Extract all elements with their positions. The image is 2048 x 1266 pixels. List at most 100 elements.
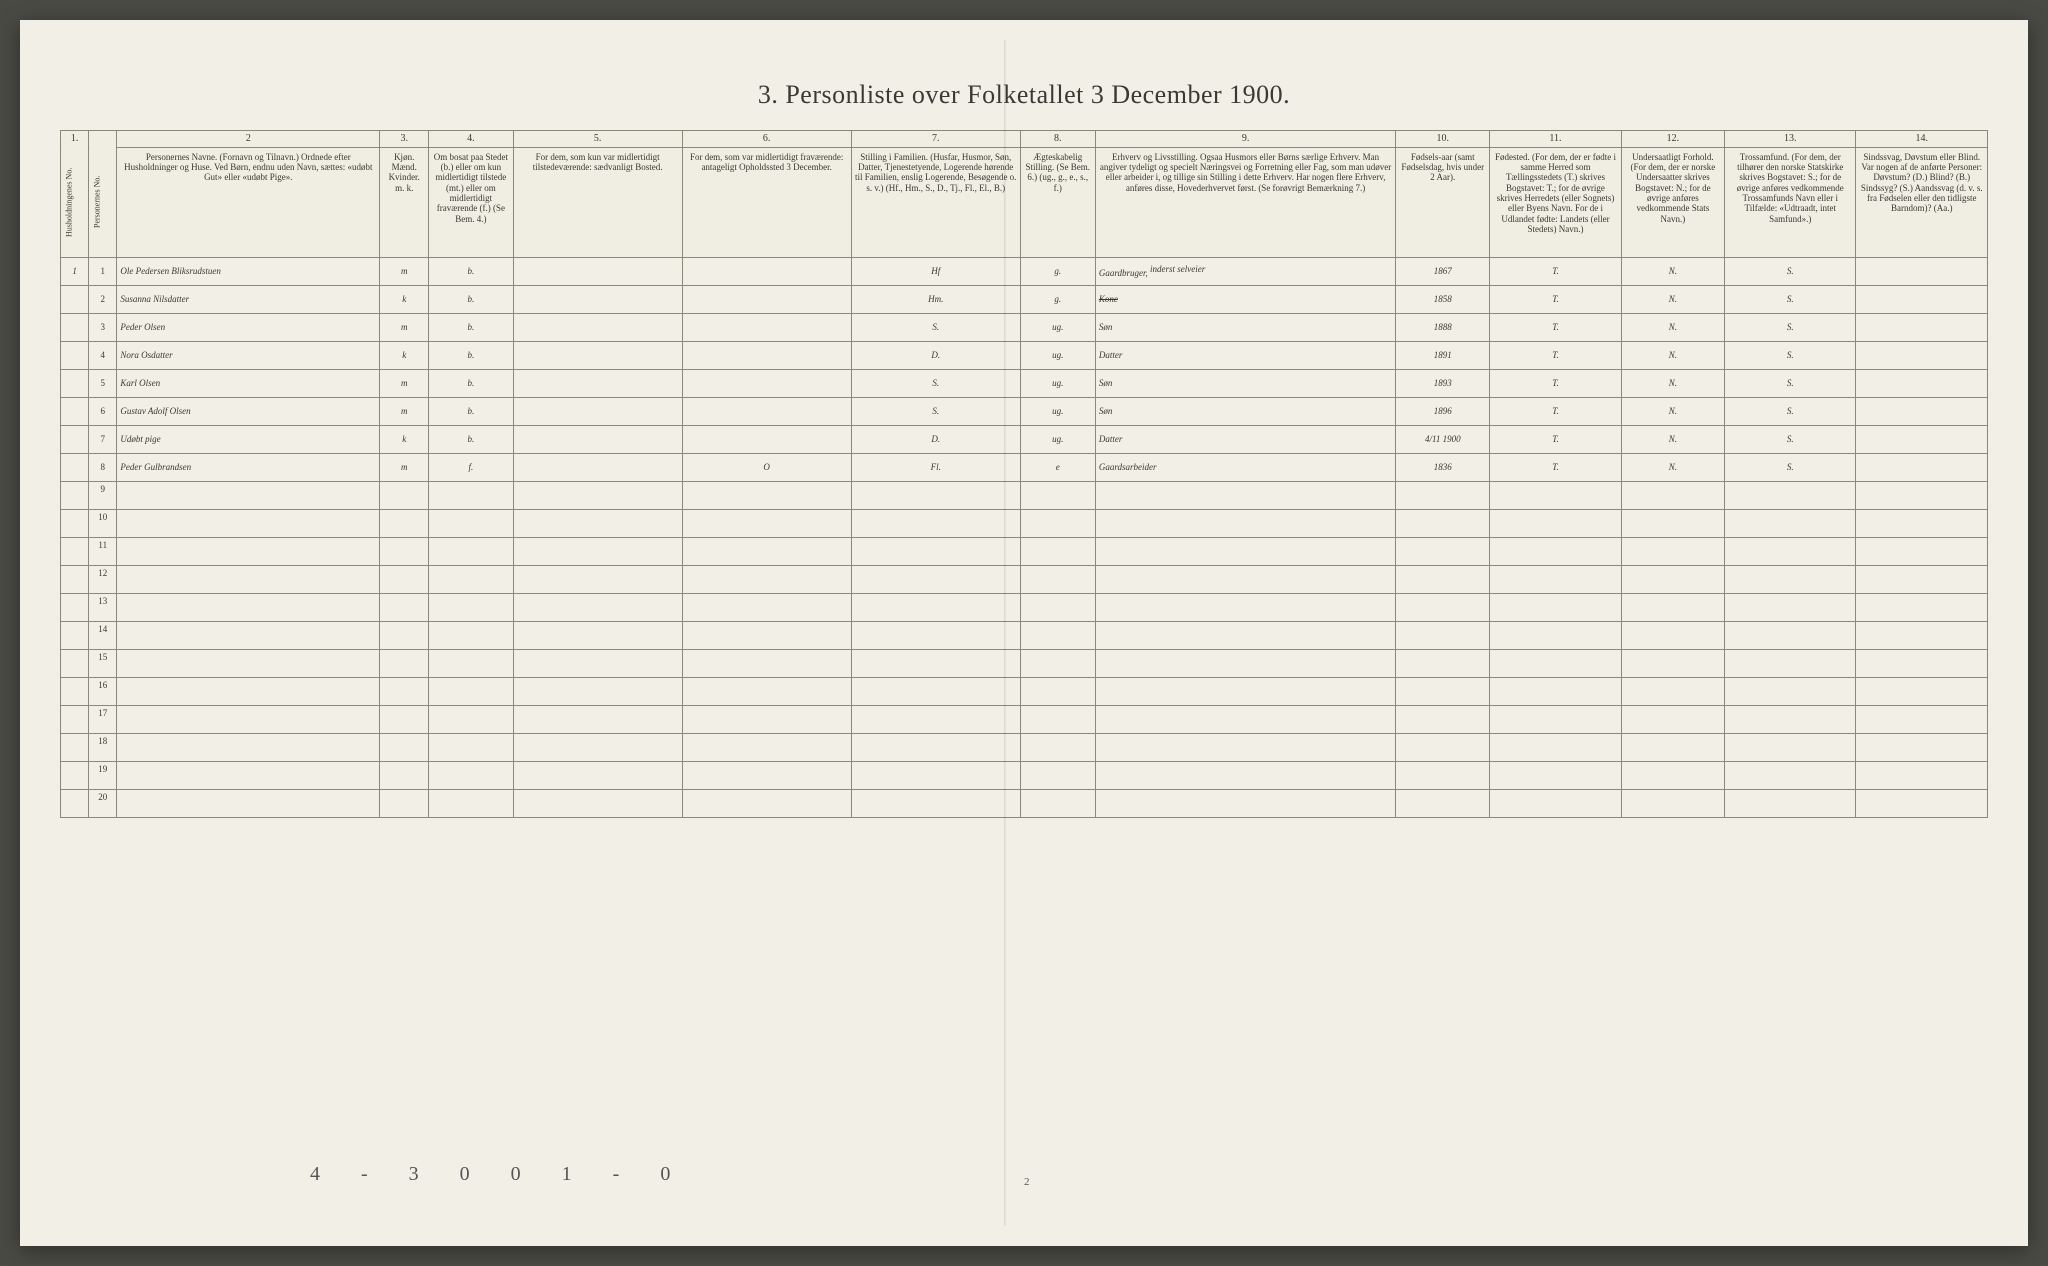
h-names: Personernes Navne. (Fornavn og Tilnavn.)… [117,147,380,257]
empty-cell [380,621,429,649]
empty-cell [429,565,514,593]
column-number: 14. [1856,131,1988,148]
cell-name: Udøbt pige [117,425,380,453]
empty-cell [117,733,380,761]
empty-cell [1396,649,1490,677]
cell-rownum: 3 [89,313,117,341]
cell-whereabouts [682,285,851,313]
table-body: 11Ole Pedersen Bliksrudstuenmb.Hfg.Gaard… [61,257,1988,817]
empty-cell [1725,481,1856,509]
empty-cell [1725,705,1856,733]
cell-residence: b. [429,425,514,453]
cell-household-num: 1 [61,257,89,285]
empty-cell [1621,705,1724,733]
cell-birthyear: 1891 [1396,341,1490,369]
empty-cell [682,509,851,537]
empty-cell [1490,565,1621,593]
empty-cell [1490,621,1621,649]
empty-cell [513,565,682,593]
empty-cell: 16 [89,677,117,705]
cell-sex: m [380,369,429,397]
cell-family-position: D. [851,425,1020,453]
empty-cell [380,733,429,761]
column-number: 4. [429,131,514,148]
empty-cell: 19 [89,761,117,789]
cell-sex: k [380,341,429,369]
table-row: 6Gustav Adolf Olsenmb.S.ug.Søn1896T.N.S. [61,397,1988,425]
empty-cell [1621,761,1724,789]
h-usual-place: For dem, som kun var midlertidigt tilste… [513,147,682,257]
empty-cell [1490,677,1621,705]
empty-cell [682,593,851,621]
empty-cell [380,677,429,705]
cell-name: Susanna Nilsdatter [117,285,380,313]
empty-cell [1020,649,1095,677]
empty-cell [851,705,1020,733]
empty-cell [1095,789,1396,817]
h-whereabouts: For dem, som var midlertidigt fraværende… [682,147,851,257]
empty-cell [117,537,380,565]
empty-cell [1621,677,1724,705]
empty-cell [851,789,1020,817]
empty-cell [429,733,514,761]
cell-disability [1856,397,1988,425]
empty-cell [1020,621,1095,649]
empty-cell [1095,705,1396,733]
empty-cell [1396,789,1490,817]
empty-cell [380,537,429,565]
cell-residence: b. [429,369,514,397]
empty-cell [117,649,380,677]
empty-cell: 17 [89,705,117,733]
cell-residence: b. [429,313,514,341]
table-row-empty: 14 [61,621,1988,649]
cell-rownum: 4 [89,341,117,369]
table-row-empty: 20 [61,789,1988,817]
cell-marital: ug. [1020,397,1095,425]
empty-cell [1020,481,1095,509]
empty-cell [429,509,514,537]
empty-cell [1095,761,1396,789]
table-row: 8Peder Gulbrandsenmf.OFl.eGaardsarbeider… [61,453,1988,481]
table-row-empty: 19 [61,761,1988,789]
cell-usual-place [513,341,682,369]
empty-cell [513,621,682,649]
cell-disability [1856,425,1988,453]
cell-religion: S. [1725,397,1856,425]
empty-cell [117,677,380,705]
cell-rownum: 2 [89,285,117,313]
cell-usual-place [513,425,682,453]
empty-cell [380,481,429,509]
cell-birthyear: 1867 [1396,257,1490,285]
table-row-empty: 13 [61,593,1988,621]
h-birthplace: Fødested. (For dem, der er fødte i samme… [1490,147,1621,257]
cell-whereabouts [682,369,851,397]
cell-whereabouts [682,257,851,285]
empty-cell [682,761,851,789]
empty-cell [1396,705,1490,733]
cell-birthyear: 1836 [1396,453,1490,481]
empty-cell: 15 [89,649,117,677]
empty-cell [1856,705,1988,733]
empty-cell [513,733,682,761]
empty-cell [1020,789,1095,817]
empty-cell [61,593,89,621]
empty-cell [1725,733,1856,761]
empty-cell [61,789,89,817]
empty-cell: 14 [89,621,117,649]
empty-cell [380,649,429,677]
h-person-no: Personernes No. [89,147,117,257]
column-number: 6. [682,131,851,148]
empty-cell [1725,621,1856,649]
empty-cell [117,761,380,789]
h-religion: Trossamfund. (For dem, der tilhører den … [1725,147,1856,257]
empty-cell [513,789,682,817]
cell-occupation: Søn [1095,397,1396,425]
cell-birthplace: T. [1490,369,1621,397]
table-row-empty: 12 [61,565,1988,593]
cell-residence: b. [429,285,514,313]
empty-cell [1856,481,1988,509]
empty-cell [117,509,380,537]
cell-birthyear: 1893 [1396,369,1490,397]
empty-cell [380,761,429,789]
table-row-empty: 16 [61,677,1988,705]
